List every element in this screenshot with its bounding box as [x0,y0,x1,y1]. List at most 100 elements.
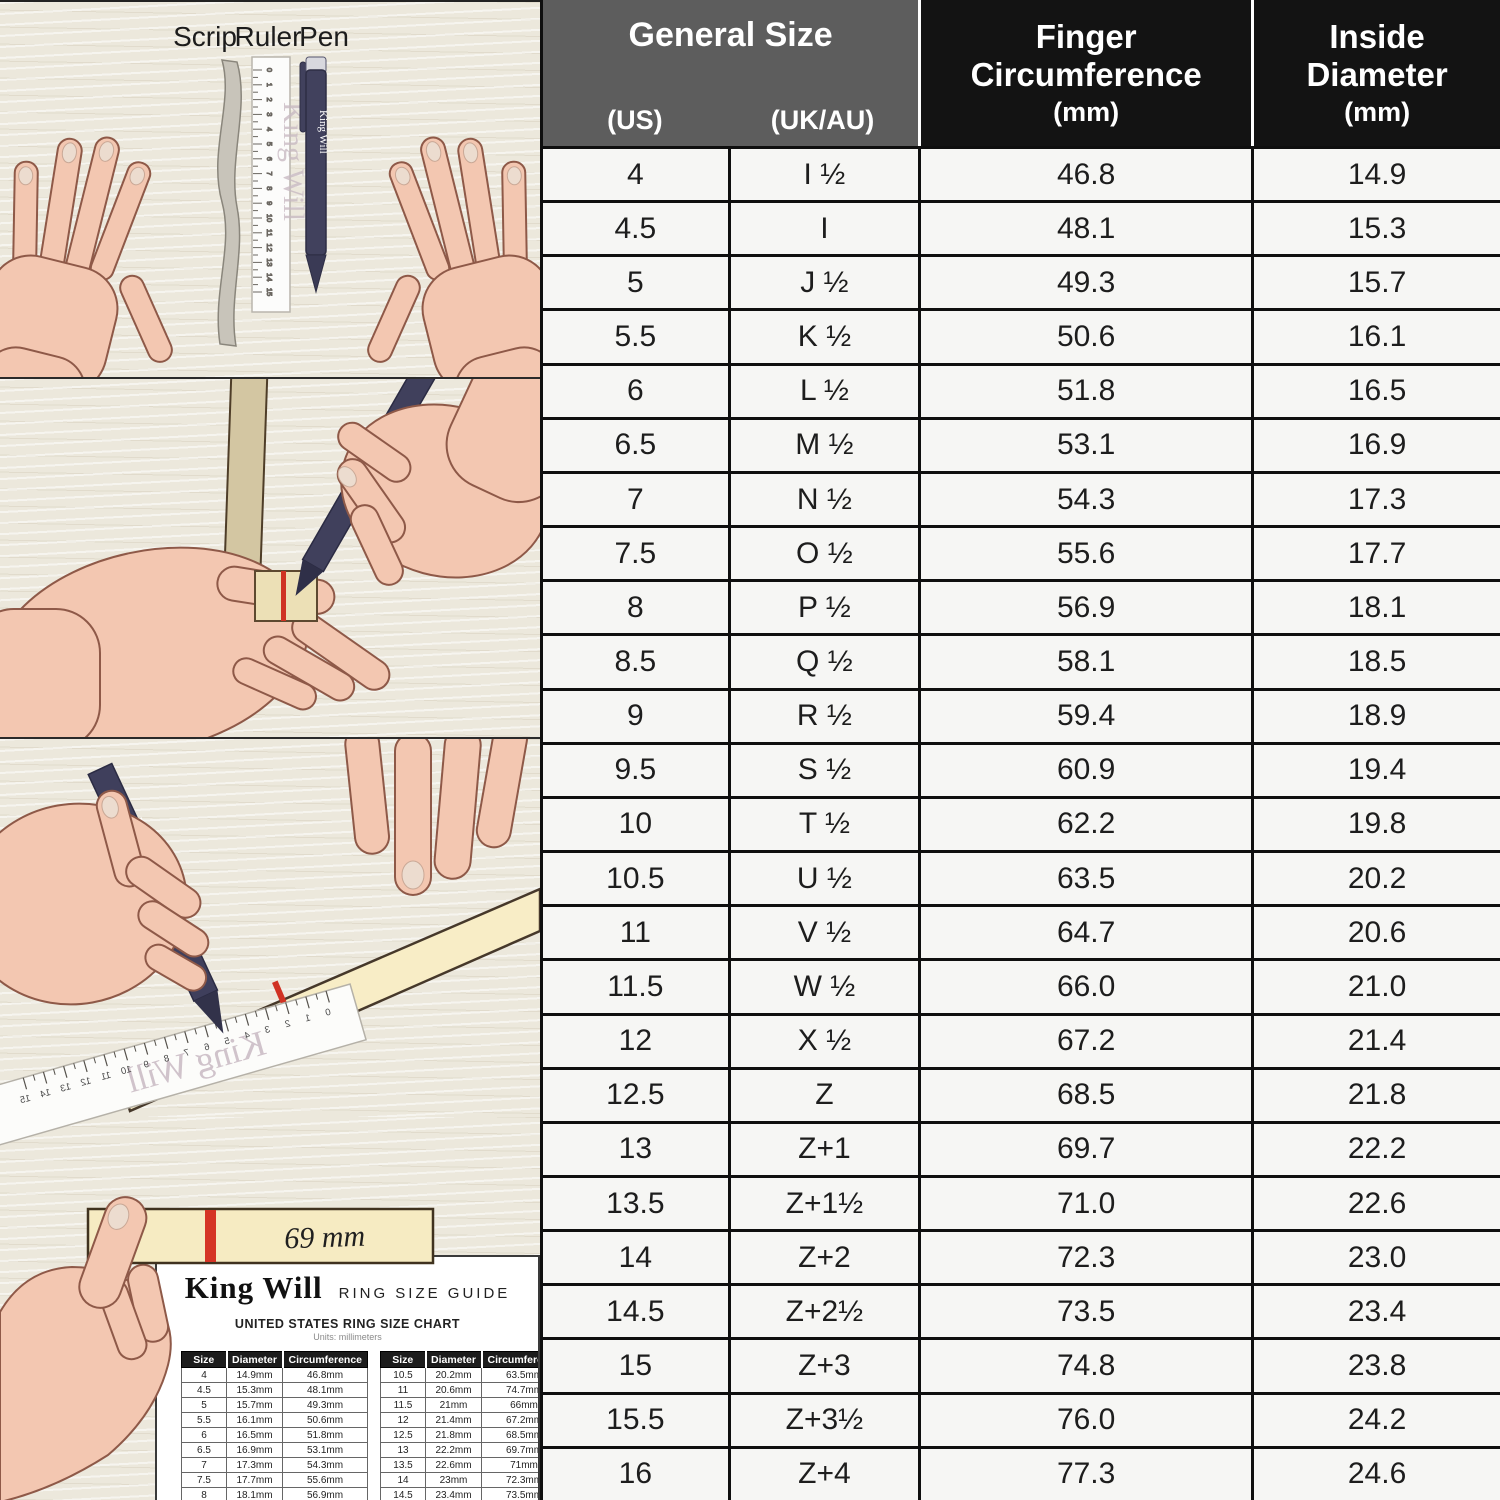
ruler-tick [103,1054,108,1067]
mini-row: 13 22.2mm 69.7mm [380,1442,538,1458]
pen: King Will [299,56,329,294]
cell-us: 15 [618,1349,653,1383]
ruler-number: 10 [120,1064,133,1077]
size-row: 16 Z+4 77.3 24.6 [543,1445,1500,1500]
cell-diameter: 23.8 [1251,1340,1500,1392]
cell-diameter: 17.7 [1251,528,1500,580]
header-finger-circumference: Finger Circumference (mm) [918,0,1252,146]
cell-diameter: 21.0 [1251,961,1500,1013]
cell-ukau: M ½ [727,419,918,471]
cell-us: 13.5 [606,1186,665,1220]
size-row: 4 I ½ 46.8 14.9 [543,146,1500,201]
cell-ukau: I [727,203,918,255]
mini-row: 8 18.1mm 56.9mm [181,1487,368,1500]
size-row: 14.5 Z+2½ 73.5 23.4 [543,1283,1500,1338]
ruler-number: 8 [265,186,274,190]
ruler-tick [315,993,319,1000]
table-body: 4 I ½ 46.8 14.9 4.5 I 48.1 15.3 5 J ½ 49.3 15.7 5.5 K… [543,146,1500,1500]
size-row: 9.5 S ½ 60.9 19.4 [543,741,1500,796]
size-row: 7 N ½ 54.3 17.3 [543,470,1500,526]
mini-cell: 16.1mm [226,1412,283,1428]
mini-header: Size [380,1351,426,1368]
cell-us: 11 [619,915,651,949]
cell-ukau: Z+2 [727,1232,918,1284]
general-size-title: General Size [628,16,833,54]
cell-diameter: 14.9 [1251,149,1500,201]
mini-cell: 21.4mm [425,1412,482,1428]
ruler-tick [244,1013,250,1026]
cell-circumference: 74.8 [918,1340,1251,1392]
wrap-illustration [0,379,540,737]
ruler-number: 4 [243,1030,251,1042]
cell-us: 15.5 [606,1403,665,1437]
mini-cell: 14.5 [380,1487,426,1500]
cell-diameter: 16.1 [1251,311,1500,363]
label-scrip: Scrip [173,21,237,52]
cell-diameter: 20.6 [1251,907,1500,959]
cell-diameter: 22.2 [1251,1123,1500,1175]
guide-label: RING SIZE GUIDE [338,1285,511,1302]
ruler-number: 15 [265,288,274,296]
writing-hand [0,789,210,1006]
cell-ukau: R ½ [727,690,918,742]
mini-cell: 17.3mm [226,1457,283,1473]
ruler-number: 13 [59,1081,72,1094]
cell-circumference: 66.0 [918,961,1251,1013]
mini-cell: 23.4mm [425,1487,482,1500]
mini-cell: 7 [181,1457,227,1473]
ruler-tick [184,1031,189,1044]
size-row: 9 R ½ 59.4 18.9 [543,687,1500,742]
right-hand [367,136,540,377]
header-inside-diameter: Inside Diameter (mm) [1251,0,1500,146]
cell-us: 14.5 [606,1294,665,1328]
cell-ukau: P ½ [727,582,918,634]
mini-cell: 5 [181,1397,227,1413]
cell-ukau: L ½ [727,365,918,417]
ruler-tick [133,1045,137,1052]
cell-circumference: 77.3 [918,1448,1251,1500]
cell-us: 12 [618,1024,653,1058]
ruler-number: 5 [265,142,274,146]
pen-brand: King Will [317,110,329,154]
ruler-tick [42,1071,48,1084]
mini-row: 14 23mm 72.3mm [380,1472,538,1488]
mini-cell: 15.3mm [226,1382,283,1398]
cell-us: 16 [618,1457,653,1491]
cell-circumference: 67.2 [918,1015,1251,1067]
size-row: 7.5 O ½ 55.6 17.7 [543,525,1500,580]
mini-header: Diameter [225,1351,283,1368]
size-row: 4.5 I 48.1 15.3 [543,200,1500,255]
cell-circumference: 55.6 [918,528,1251,580]
mini-row: 14.5 23.4mm 73.5mm [380,1487,538,1500]
mini-cell: 55.6mm [282,1472,368,1488]
ruler-number: 14 [39,1087,52,1100]
cell-diameter: 21.4 [1251,1015,1500,1067]
ruler-tick [63,1065,68,1078]
mini-cell: 73.5mm [481,1487,538,1500]
mini-cell: 13.5 [380,1457,426,1473]
size-row: 11.5 W ½ 66.0 21.0 [543,958,1500,1013]
cell-circumference: 69.7 [918,1123,1251,1175]
mini-row: 7 17.3mm 54.3mm [181,1457,368,1473]
left-hand [0,136,173,377]
ruler-number: 0 [265,68,274,72]
tools-illustration: Scrip Ruler Pen King Will 01234567891011… [0,21,540,377]
cell-us: 10.5 [606,861,665,895]
mini-row: 4 14.9mm 46.8mm [181,1367,368,1383]
size-row: 15.5 Z+3½ 76.0 24.2 [543,1391,1500,1446]
ruler-number: 5 [223,1036,231,1048]
mini-cell: 23mm [425,1472,482,1488]
mini-cell: 51.8mm [282,1427,368,1443]
cell-us: 11.5 [607,969,664,1003]
mini-row: 10.5 20.2mm 63.5mm [380,1367,538,1383]
mini-cell: 50.6mm [282,1412,368,1428]
ruler-number: 13 [265,258,274,266]
cell-diameter: 16.9 [1251,419,1500,471]
ruler-number: 9 [142,1059,150,1071]
cell-ukau: Z+1½ [727,1177,918,1230]
mini-cell: 66mm [481,1397,538,1413]
ruler-number: 1 [304,1012,312,1024]
table-header: General Size (US) (UK/AU) Finger Circumf… [543,0,1500,146]
